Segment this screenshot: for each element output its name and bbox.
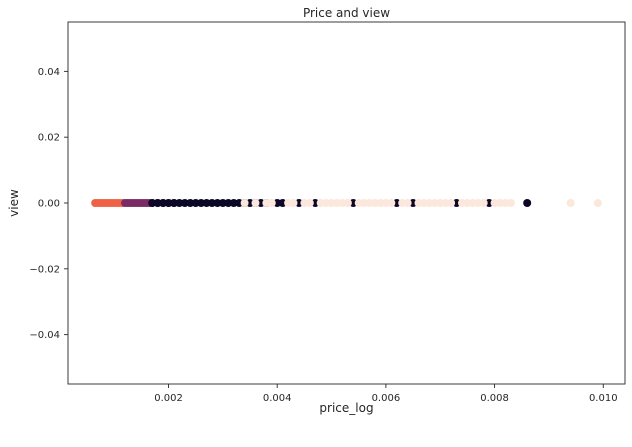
y-tick-label: −0.02 (29, 264, 60, 275)
data-point (289, 199, 298, 207)
data-points (91, 199, 602, 207)
data-point (343, 199, 352, 207)
data-point (240, 199, 249, 207)
data-point (523, 199, 532, 207)
data-point (403, 199, 412, 207)
data-point (479, 199, 488, 207)
y-axis-ticks: −0.04 −0.02 0.00 0.02 0.04 (29, 67, 68, 341)
data-point (267, 199, 276, 207)
chart-title: Price and view (303, 6, 390, 20)
y-tick-label: 0.00 (38, 199, 60, 210)
x-tick-label: 0.008 (480, 393, 509, 404)
x-axis-ticks: 0.002 0.004 0.006 0.008 0.010 (154, 384, 618, 404)
x-tick-label: 0.004 (263, 393, 292, 404)
data-point (447, 199, 456, 207)
y-axis-label: view (7, 189, 21, 217)
y-tick-label: 0.02 (38, 133, 60, 144)
x-axis-label: price_log (319, 401, 373, 415)
x-tick-label: 0.002 (154, 393, 183, 404)
data-point (566, 199, 575, 207)
data-point (506, 199, 515, 207)
data-point (387, 199, 396, 207)
data-point (251, 199, 260, 207)
y-tick-label: 0.04 (38, 67, 60, 78)
data-point (593, 199, 602, 207)
x-tick-label: 0.010 (589, 393, 618, 404)
y-tick-label: −0.04 (29, 330, 60, 341)
data-point (305, 199, 314, 207)
x-tick-label: 0.006 (372, 393, 401, 404)
